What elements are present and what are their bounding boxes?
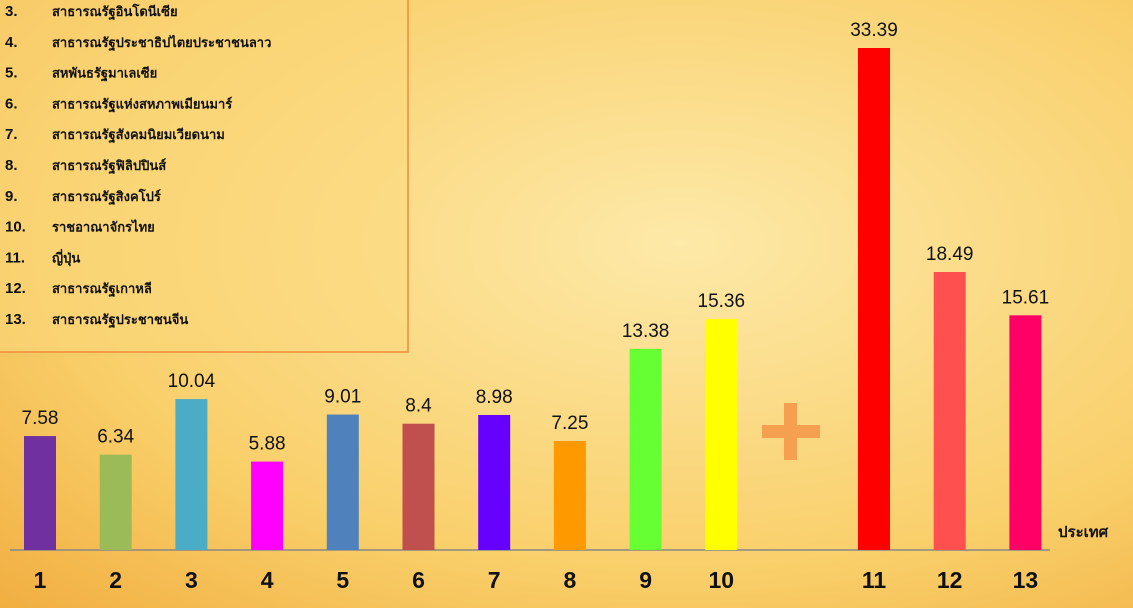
legend-name: ญี่ปุ่น (52, 248, 80, 266)
legend-number: 4. (5, 34, 18, 51)
value-label: 8.98 (476, 387, 513, 408)
bar (24, 436, 56, 550)
x-tick-label: 9 (639, 567, 652, 593)
legend-number: 9. (5, 188, 18, 205)
bar (251, 461, 284, 550)
x-tick-label: 1 (34, 567, 47, 593)
legend-number: 10. (5, 219, 26, 236)
x-tick-label: 5 (336, 567, 349, 593)
legend-name: ราชอาณาจักรไทย (52, 219, 155, 236)
value-label: 9.01 (324, 387, 361, 408)
legend-number: 8. (5, 157, 18, 174)
legend-name: สหพันธรัฐมาเลเซีย (52, 66, 157, 83)
x-tick-label: 13 (1013, 567, 1039, 593)
legend-number: 11. (5, 249, 25, 266)
value-label: 15.61 (1002, 287, 1050, 308)
bar (629, 348, 662, 550)
value-label: 7.25 (551, 413, 588, 434)
value-label: 10.04 (168, 371, 216, 392)
legend-number: 13. (5, 311, 26, 328)
legend-number: 3. (5, 3, 18, 20)
bar (553, 441, 586, 550)
legend-number: 12. (5, 280, 26, 297)
x-tick-label: 2 (109, 567, 122, 593)
bar (326, 414, 359, 550)
legend-number: 5. (5, 65, 18, 82)
legend-name: สาธารณรัฐอินโดนีเซีย (52, 3, 178, 21)
value-label: 18.49 (926, 244, 974, 265)
legend-name: สาธารณรัฐประชาชนจีน (52, 312, 188, 329)
value-label: 7.58 (22, 408, 59, 429)
bar (175, 399, 208, 550)
x-tick-label: 3 (185, 567, 198, 593)
legend-name: สาธารณรัฐสังคมนิยมเวียดนาม (52, 127, 225, 144)
bar (933, 272, 966, 550)
x-tick-label: 10 (709, 567, 735, 593)
value-label: 8.4 (405, 396, 432, 417)
value-label: 33.39 (850, 20, 898, 41)
value-label: 15.36 (698, 291, 746, 312)
bar (99, 454, 132, 550)
bar (478, 414, 511, 550)
x-tick-label: 11 (862, 567, 887, 593)
legend-name: สาธารณรัฐสิงคโปร์ (52, 188, 161, 206)
legend-name: สาธารณรัฐแห่งสหภาพเมียนมาร์ (52, 96, 232, 113)
value-label: 13.38 (622, 321, 670, 342)
x-tick-label: 7 (488, 567, 501, 593)
x-tick-label: 4 (261, 567, 274, 593)
legend-name: สาธารณรัฐเกาหลี (52, 281, 152, 298)
legend-number: 7. (5, 126, 18, 143)
bar (1009, 315, 1042, 550)
x-axis-label: ประเทศ (1058, 523, 1109, 541)
legend-name: สาธารณรัฐประชาธิปไตยประชาชนลาว (52, 34, 271, 52)
x-tick-label: 12 (937, 567, 963, 593)
value-label: 6.34 (97, 427, 134, 448)
value-label: 5.88 (249, 434, 286, 455)
bar (858, 48, 890, 550)
bar (705, 319, 738, 550)
bar (402, 423, 435, 550)
plus-sign (762, 403, 820, 460)
legend-name: สาธารณรัฐฟิลิปปินส์ (52, 158, 166, 175)
legend-box (0, 0, 409, 353)
x-tick-label: 6 (412, 567, 425, 593)
x-tick-label: 8 (564, 567, 577, 593)
legend-number: 6. (5, 95, 18, 112)
